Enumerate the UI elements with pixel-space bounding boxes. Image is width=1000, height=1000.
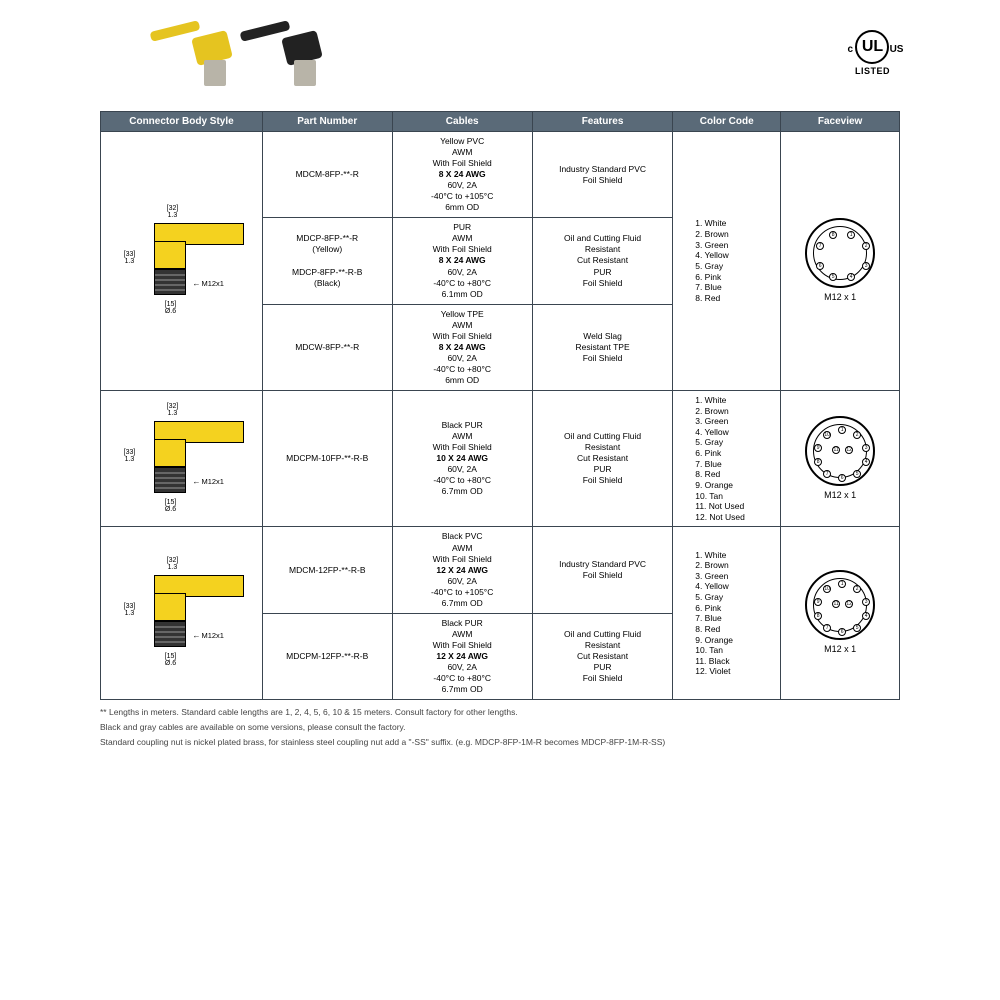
cell-cable: Black PURAWMWith Foil Shield12 X 24 AWG6… — [392, 613, 532, 699]
faceview-icon: 12345678 — [805, 218, 875, 288]
cell-feat: Oil and Cutting FluidResistantCut Resist… — [532, 218, 672, 304]
cell-color-8: 1. White2. Brown3. Green4. Yellow5. Gray… — [673, 132, 781, 391]
cell-faceview-8: 12345678 M12 x 1 — [781, 132, 900, 391]
dimension-drawing: [32]1.3 [33]1.3 M12x1 [15]Ø.6 — [114, 399, 248, 519]
cell-color-10: 1. White2. Brown3. Green4. Yellow5. Gray… — [673, 390, 781, 527]
cell-faceview-10: 123456789101112 M12 x 1 — [781, 390, 900, 527]
cell-feat: Oil and Cutting FluidResistantCut Resist… — [532, 613, 672, 699]
cell-part: MDCPM-10FP-**-R-B — [262, 390, 392, 527]
table-header-row: Connector Body Style Part Number Cables … — [101, 112, 900, 132]
table-row: [32]1.3 [33]1.3 M12x1 [15]Ø.6 MDCPM-10FP… — [101, 390, 900, 527]
spec-table: Connector Body Style Part Number Cables … — [100, 111, 900, 700]
ul-c: c — [847, 44, 853, 55]
faceview-label: M12 x 1 — [785, 490, 895, 502]
cell-part: MDCP-8FP-**-R(Yellow)MDCP-8FP-**-R-B(Bla… — [262, 218, 392, 304]
color-list: 1. White2. Brown3. Green4. Yellow5. Gray… — [677, 218, 776, 303]
ul-us: US — [890, 44, 904, 55]
cell-feat: Industry Standard PVCFoil Shield — [532, 527, 672, 613]
cell-cable: PURAWMWith Foil Shield8 X 24 AWG60V, 2A-… — [392, 218, 532, 304]
cell-part: MDCPM-12FP-**-R-B — [262, 613, 392, 699]
faceview-icon: 123456789101112 — [805, 416, 875, 486]
cell-part: MDCW-8FP-**-R — [262, 304, 392, 390]
table-row: [32]1.3 [33]1.3 M12x1 [15]Ø.6 MDCM-8FP-*… — [101, 132, 900, 218]
dim-top: [32]1.3 — [158, 205, 186, 219]
footnote: Black and gray cables are available on s… — [100, 721, 900, 734]
photo-yellow-connector — [170, 20, 250, 90]
ul-listed-text: LISTED — [855, 66, 890, 76]
connector-photos — [170, 20, 340, 90]
color-list: 1. White2. Brown3. Green4. Yellow5. Gray… — [677, 550, 776, 678]
dim-thread: M12x1 — [192, 279, 224, 289]
cell-part: MDCM-12FP-**-R-B — [262, 527, 392, 613]
dimension-drawing: [32]1.3 [33]1.3 M12x1 [15]Ø.6 — [114, 201, 248, 321]
cell-faceview-12: 123456789101112 M12 x 1 — [781, 527, 900, 700]
cell-feat: Industry Standard PVCFoil Shield — [532, 132, 672, 218]
faceview-icon: 123456789101112 — [805, 570, 875, 640]
cell-feat: Weld SlagResistant TPEFoil Shield — [532, 304, 672, 390]
dim-left: [33]1.3 — [116, 251, 142, 265]
th-face: Faceview — [781, 112, 900, 132]
color-list: 1. White2. Brown3. Green4. Yellow5. Gray… — [677, 395, 776, 523]
header-images: c UL US LISTED — [100, 20, 900, 105]
table-row: [32]1.3 [33]1.3 M12x1 [15]Ø.6 MDCM-12FP-… — [101, 527, 900, 613]
cell-body-style-10: [32]1.3 [33]1.3 M12x1 [15]Ø.6 — [101, 390, 263, 527]
cell-part: MDCM-8FP-**-R — [262, 132, 392, 218]
footnote: Standard coupling nut is nickel plated b… — [100, 736, 900, 749]
cell-cable: Yellow PVCAWMWith Foil Shield8 X 24 AWG6… — [392, 132, 532, 218]
th-style: Connector Body Style — [101, 112, 263, 132]
cell-feat: Oil and Cutting FluidResistantCut Resist… — [532, 390, 672, 527]
ul-mark: UL — [862, 38, 883, 56]
th-features: Features — [532, 112, 672, 132]
footnote: ** Lengths in meters. Standard cable len… — [100, 706, 900, 719]
cell-body-style-12: [32]1.3 [33]1.3 M12x1 [15]Ø.6 — [101, 527, 263, 700]
cell-color-12: 1. White2. Brown3. Green4. Yellow5. Gray… — [673, 527, 781, 700]
cell-cable: Black PVCAWMWith Foil Shield12 X 24 AWG6… — [392, 527, 532, 613]
cell-cable: Black PURAWMWith Foil Shield10 X 24 AWG6… — [392, 390, 532, 527]
th-color: Color Code — [673, 112, 781, 132]
faceview-label: M12 x 1 — [785, 292, 895, 304]
cell-cable: Yellow TPEAWMWith Foil Shield8 X 24 AWG6… — [392, 304, 532, 390]
dim-bot: [15]Ø.6 — [150, 301, 190, 315]
ul-listed-badge: c UL US LISTED — [855, 30, 890, 76]
footnotes: ** Lengths in meters. Standard cable len… — [100, 706, 900, 748]
cell-body-style-8: [32]1.3 [33]1.3 M12x1 [15]Ø.6 — [101, 132, 263, 391]
photo-black-connector — [260, 20, 340, 90]
th-part: Part Number — [262, 112, 392, 132]
dimension-drawing: [32]1.3 [33]1.3 M12x1 [15]Ø.6 — [114, 553, 248, 673]
th-cables: Cables — [392, 112, 532, 132]
faceview-label: M12 x 1 — [785, 644, 895, 656]
